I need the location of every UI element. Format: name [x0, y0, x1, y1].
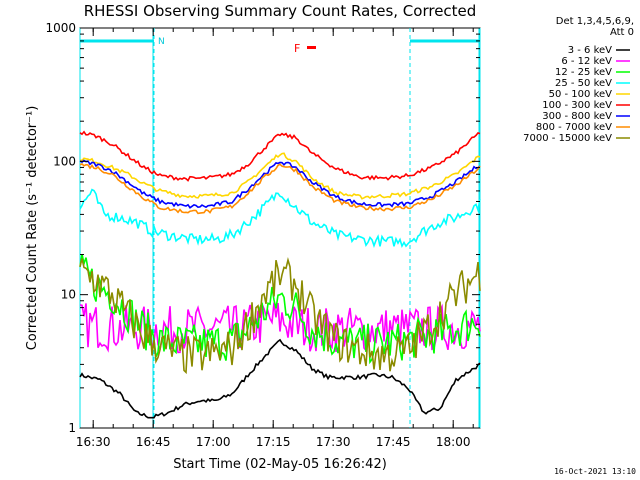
legend-item: 3 - 6 keV	[568, 45, 630, 56]
legend-label: 3 - 6 keV	[568, 45, 612, 56]
x-tick-label: 17:30	[316, 435, 351, 449]
series-line	[79, 152, 481, 200]
series-line	[79, 130, 481, 182]
legend-label: 100 - 300 keV	[542, 100, 612, 111]
legend-item: 300 - 800 keV	[542, 111, 630, 122]
legend-label: 25 - 50 keV	[555, 78, 612, 89]
series-line	[79, 188, 481, 249]
night-interval	[409, 28, 481, 428]
chart-title: RHESSI Observing Summary Count Rates, Co…	[84, 2, 477, 20]
legend-item: 6 - 12 keV	[561, 56, 630, 67]
x-tick-label: 17:00	[196, 435, 231, 449]
y-tick-label: 1	[68, 421, 76, 435]
legend-label: 50 - 100 keV	[549, 89, 613, 100]
night-flag-label: N	[158, 37, 165, 47]
x-tick-label: 18:00	[436, 435, 471, 449]
x-tick-label: 16:30	[76, 435, 111, 449]
footer-date: 16-Oct-2021 13:10	[554, 467, 636, 476]
x-tick-label: 17:45	[376, 435, 411, 449]
plot-area	[79, 27, 481, 429]
legend-item: 12 - 25 keV	[555, 67, 630, 78]
x-tick-label: 17:15	[256, 435, 291, 449]
y-tick-label: 100	[53, 154, 76, 168]
y-tick-label: 10	[61, 288, 76, 302]
legend-label: 7000 - 15000 keV	[523, 133, 612, 144]
y-axis-label: Corrected Count Rate (s⁻¹ detector⁻¹)	[25, 106, 40, 351]
axes: 1 10 100 1000 16:30 16:45 17:00 17:15 17:30 17:45…	[45, 21, 480, 449]
flare-flag-label: F	[294, 42, 300, 55]
legend-header: Att 0	[610, 27, 634, 38]
series-line	[79, 257, 481, 375]
legend-header: Det 1,3,4,5,6,9,	[556, 16, 634, 27]
series-line	[79, 162, 481, 215]
y-tick-label: 1000	[45, 21, 76, 35]
legend-label: 6 - 12 keV	[561, 56, 612, 67]
x-axis-label: Start Time (02-May-05 16:26:42)	[173, 457, 387, 472]
legend-item: 25 - 50 keV	[555, 78, 630, 89]
legend-label: 300 - 800 keV	[542, 111, 612, 122]
x-tick-label: 16:45	[136, 435, 171, 449]
series-line	[79, 338, 481, 419]
legend-label: 12 - 25 keV	[555, 67, 612, 78]
legend-item: 100 - 300 keV	[542, 100, 630, 111]
series-lines	[79, 130, 481, 419]
legend-item: 50 - 100 keV	[549, 89, 630, 100]
legend-label: 800 - 7000 keV	[536, 122, 612, 133]
series-line	[79, 159, 481, 209]
legend-item: 7000 - 15000 keV	[523, 133, 630, 144]
flare-flag-marker	[307, 46, 316, 49]
legend-item: 800 - 7000 keV	[536, 122, 630, 133]
